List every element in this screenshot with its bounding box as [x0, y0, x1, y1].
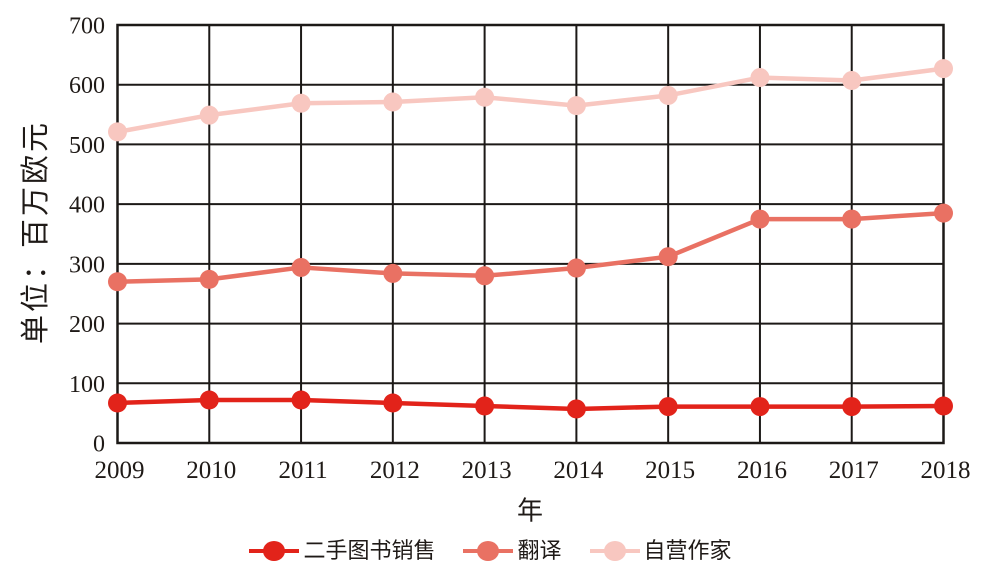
legend-label-0: 二手图书销售: [303, 538, 436, 563]
series-2-point-2015: [658, 85, 678, 105]
series-1-point-2016: [750, 209, 770, 229]
series-1-point-2018: [934, 203, 953, 223]
series-0-point-2012: [383, 393, 403, 413]
series-0-point-2013: [475, 396, 495, 416]
series-line-2: [115, 66, 946, 135]
series-1-point-2013: [475, 266, 495, 286]
y-tick-label-0: 0: [93, 432, 105, 458]
legend-marker-icon: [589, 540, 640, 562]
plot-border: [116, 23, 945, 445]
series-0-point-2016: [750, 397, 770, 417]
series-line-0: [115, 397, 946, 412]
series-0-point-2009: [108, 393, 127, 413]
y-axis-title: 单位：百万欧元: [20, 119, 52, 345]
y-tick-label-300: 300: [69, 252, 105, 278]
legend-item-2: 自营作家: [589, 538, 732, 563]
series-1-point-2011: [291, 257, 311, 277]
y-tick-label-400: 400: [69, 193, 105, 219]
x-tick-label-2009: 2009: [95, 457, 145, 484]
series-2-point-2013: [475, 87, 495, 107]
series-2-point-2010: [199, 105, 219, 125]
series-1-point-2012: [383, 263, 403, 283]
series-0-point-2017: [842, 397, 862, 417]
series-2-point-2017: [842, 71, 862, 91]
series-2-point-2016: [750, 68, 770, 88]
x-tick-label-2011: 2011: [279, 457, 328, 484]
series-2-point-2014: [566, 96, 586, 116]
x-tick-label-2018: 2018: [921, 457, 971, 484]
x-tick-label-2015: 2015: [645, 457, 695, 484]
series-line-1: [115, 210, 946, 285]
series-1-point-2010: [199, 269, 219, 289]
series-2-point-2012: [383, 92, 403, 112]
y-tick-label-700: 700: [69, 14, 105, 40]
x-tick-label-2010: 2010: [186, 457, 236, 484]
y-tick-label-100: 100: [69, 372, 105, 398]
series-0-point-2018: [934, 396, 953, 416]
legend-label-2: 自营作家: [643, 538, 732, 563]
x-axis-title: 年: [516, 496, 544, 526]
series-1-point-2017: [842, 209, 862, 229]
y-tick-label-200: 200: [69, 312, 105, 338]
legend-dot-icon: [477, 541, 500, 561]
series-0-point-2015: [658, 397, 678, 417]
legend-label-1: 翻译: [517, 538, 562, 563]
y-tick-label-600: 600: [69, 73, 105, 99]
series-2-point-2018: [934, 59, 953, 79]
legend-dot-icon: [603, 541, 626, 561]
legend-marker-icon: [463, 540, 514, 562]
x-tick-label-2017: 2017: [829, 457, 879, 484]
series-1-point-2009: [108, 272, 127, 292]
series-0-point-2010: [199, 390, 219, 410]
x-tick-label-2014: 2014: [553, 457, 604, 484]
series-0-point-2011: [291, 390, 311, 410]
x-tick-label-2016: 2016: [737, 457, 787, 484]
legend: 二手图书销售 翻译 自营作家: [0, 540, 981, 562]
y-tick-label-500: 500: [69, 133, 105, 159]
series-2-point-2009: [108, 122, 127, 142]
series-1-point-2015: [658, 247, 678, 267]
legend-marker-icon: [249, 540, 300, 562]
legend-dot-icon: [263, 541, 286, 561]
series-2-point-2011: [291, 93, 311, 113]
x-tick-label-2013: 2013: [462, 457, 512, 484]
legend-item-1: 翻译: [463, 538, 562, 563]
x-tick-label-2012: 2012: [370, 457, 420, 484]
series-0-point-2014: [566, 399, 586, 419]
legend-item-0: 二手图书销售: [249, 540, 435, 562]
series-1-point-2014: [566, 258, 586, 278]
